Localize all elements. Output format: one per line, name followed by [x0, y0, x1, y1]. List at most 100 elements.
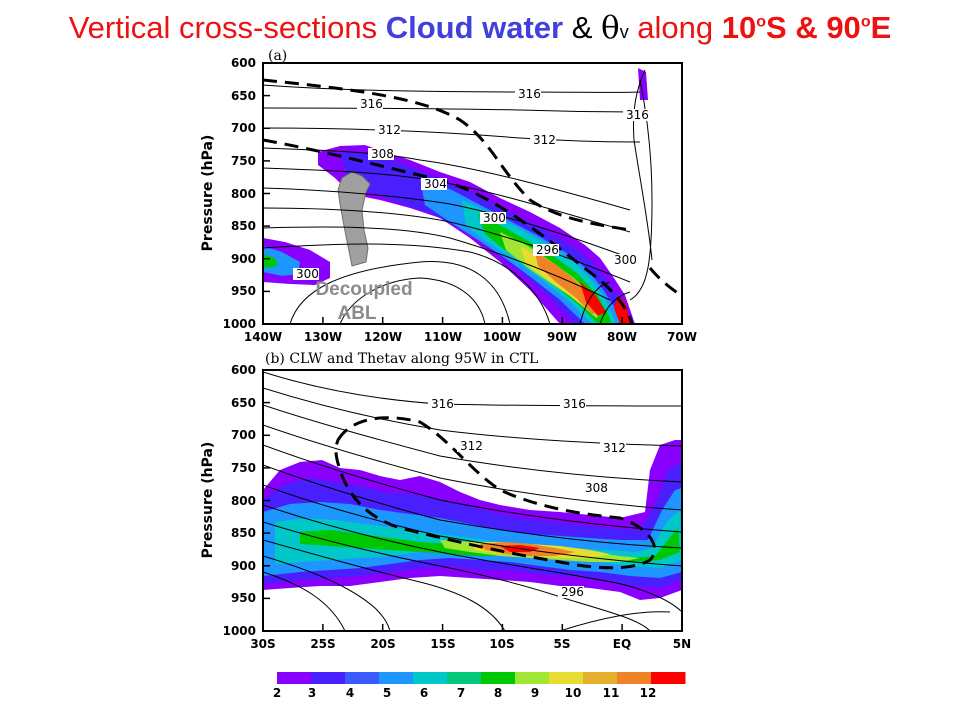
x-tick-label: EQ — [613, 637, 631, 651]
colorbar-swatch — [515, 672, 550, 684]
contour-label: 316 — [626, 108, 649, 122]
y-tick-label: 850 — [231, 526, 256, 540]
y-tick-label: 750 — [231, 154, 256, 168]
panel-b-y-tick-labels: 600 650 700 750 800 850 900 950 1000 — [223, 363, 256, 638]
contour-label: 296 — [561, 585, 584, 599]
title-theta: θ — [601, 10, 620, 46]
y-tick-label: 850 — [231, 219, 256, 233]
title-amp: & — [563, 10, 602, 45]
colorbar-swatch — [413, 672, 448, 684]
panel-a-contours — [263, 69, 653, 324]
panel-a: 316 316 316 312 312 308 304 300 300 300 — [200, 48, 697, 344]
colorbar-label: 8 — [494, 686, 502, 700]
x-tick-label: 5N — [673, 637, 691, 651]
colorbar-label: 2 — [273, 686, 281, 700]
panel-a-cloud-shading — [263, 68, 648, 324]
contour-label: 316 — [431, 397, 454, 411]
title-lat: 10 — [721, 10, 757, 45]
contour-label: 312 — [378, 123, 401, 137]
x-tick-label: 120W — [364, 330, 402, 344]
y-tick-label: 950 — [231, 284, 256, 298]
cloud-level-12 — [580, 282, 606, 316]
x-tick-label: 15S — [430, 637, 455, 651]
panel-b-cloud-shading — [263, 440, 682, 600]
contour-label: 308 — [585, 481, 608, 495]
colorbar-label: 10 — [565, 686, 582, 700]
contour-label: 300 — [614, 253, 637, 267]
title-sub-v: v — [619, 22, 629, 42]
decoupled-annotation: Decoupled — [315, 279, 412, 300]
y-tick-label: 600 — [231, 363, 256, 377]
panel-b-dashed-contours — [334, 416, 657, 570]
colorbar-swatch — [583, 672, 618, 684]
contour-label: 312 — [460, 439, 483, 453]
title-along: along — [628, 10, 722, 45]
cloud-left-level-8 — [263, 254, 278, 268]
title-deg1: o — [756, 13, 767, 31]
panel-b-title: (b) CLW and Thetav along 95W in CTL — [265, 351, 538, 367]
panel-b-contour-labels: 316 316 312 312 308 296 — [428, 397, 626, 599]
x-tick-label: 30S — [250, 637, 275, 651]
contour-label: 304 — [424, 177, 447, 191]
contour-label: 300 — [483, 211, 506, 225]
panel-a-x-ticks — [322, 317, 623, 324]
y-tick-label: 1000 — [223, 317, 256, 331]
panel-b-x-ticks — [322, 624, 623, 631]
colorbar-swatch — [379, 672, 414, 684]
title-lat-dir: S & 90 — [766, 10, 861, 45]
panel-a-y-axis-label: Pressure (hPa) — [200, 135, 216, 252]
colorbar-swatch — [651, 672, 686, 684]
y-tick-label: 950 — [231, 591, 256, 605]
x-tick-label: 20S — [370, 637, 395, 651]
y-tick-label: 900 — [231, 252, 256, 266]
y-tick-label: 650 — [231, 89, 256, 103]
panel-a-contour-labels: 316 316 316 312 312 308 304 300 300 300 — [293, 87, 649, 281]
x-tick-label: 80W — [607, 330, 637, 344]
contour-label: 308 — [371, 147, 394, 161]
contour-label: 316 — [563, 397, 586, 411]
panel-a-y-ticks — [263, 62, 270, 293]
cloud-level-11 — [535, 252, 600, 314]
cloud-left-level-5 — [263, 246, 300, 276]
y-tick-label: 600 — [231, 56, 256, 70]
title-cloud-water: Cloud water — [385, 10, 564, 45]
y-tick-label: 750 — [231, 461, 256, 475]
x-tick-label: 10S — [489, 637, 514, 651]
panel-a-dashed-contours — [263, 78, 682, 324]
panel-b-plot-area: 316 316 312 312 308 296 — [263, 371, 682, 631]
panel-a-plot-area: 316 316 316 312 312 308 304 300 300 300 — [263, 68, 682, 324]
colorbar-label: 6 — [420, 686, 428, 700]
panel-a-y-tick-labels: 600 650 700 750 800 850 900 950 1000 — [223, 56, 256, 331]
panel-a-x-tick-labels: 140W 130W 120W 110W 100W 90W 80W 70W — [244, 330, 697, 344]
colorbar-swatch — [481, 672, 516, 684]
x-tick-label: 100W — [483, 330, 521, 344]
contour-label: 312 — [533, 133, 556, 147]
x-tick-label: 5S — [554, 637, 571, 651]
colorbar-swatch — [277, 672, 312, 684]
colorbar-label: 11 — [603, 686, 620, 700]
y-tick-label: 800 — [231, 187, 256, 201]
y-tick-label: 650 — [231, 396, 256, 410]
contour-label: 300 — [296, 267, 319, 281]
colorbar-boxes — [277, 672, 686, 684]
y-tick-label: 1000 — [223, 624, 256, 638]
colorbar-label: 12 — [640, 686, 657, 700]
slide-title: Vertical cross-sections Cloud water & θv… — [0, 10, 960, 46]
colorbar: 2 3 4 5 6 7 8 9 10 11 12 — [273, 672, 686, 700]
colorbar-label: 7 — [457, 686, 465, 700]
colorbar-swatch — [345, 672, 380, 684]
cloud-top-right — [638, 68, 648, 100]
abl-annotation: ABL — [337, 303, 376, 324]
colorbar-swatch — [447, 672, 482, 684]
y-tick-label: 700 — [231, 428, 256, 442]
panel-b-x-tick-labels: 30S 25S 20S 15S 10S 5S EQ 5N — [250, 637, 691, 651]
x-tick-label: 25S — [310, 637, 335, 651]
colorbar-swatch — [617, 672, 652, 684]
panel-a-title-fragment: (a) — [268, 48, 287, 64]
cloud-level-8 — [300, 528, 680, 562]
y-tick-label: 800 — [231, 494, 256, 508]
cloud-core-red — [614, 296, 630, 324]
decoupled-abl-region — [337, 171, 371, 267]
colorbar-swatch — [549, 672, 584, 684]
